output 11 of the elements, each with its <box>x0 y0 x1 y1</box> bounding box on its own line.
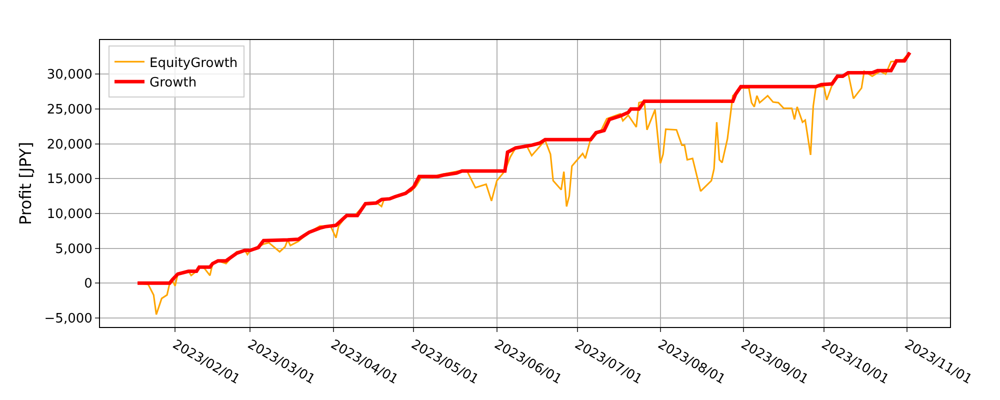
y-tick-label: 5,000 <box>55 242 92 257</box>
y-axis-title: Profit [JPY] <box>16 142 36 226</box>
legend-label: Growth <box>150 76 197 91</box>
y-tick-label: 30,000 <box>46 68 92 83</box>
y-tick-label: 10,000 <box>46 207 92 222</box>
y-tick-label: 25,000 <box>46 102 92 118</box>
legend-label: EquityGrowth <box>150 56 238 71</box>
y-tick-label: 0 <box>84 276 92 292</box>
y-tick-label: 20,000 <box>46 137 92 152</box>
y-tick-label: 15,000 <box>46 172 92 188</box>
y-tick-label: −5,000 <box>44 311 92 326</box>
